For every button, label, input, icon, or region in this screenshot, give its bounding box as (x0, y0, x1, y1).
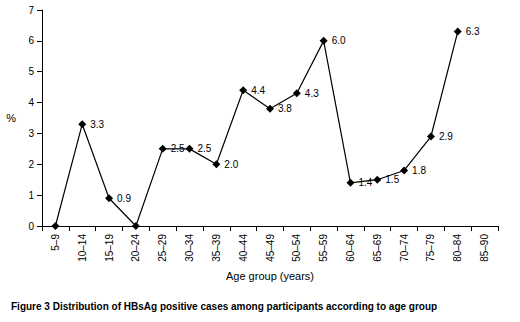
svg-text:1: 1 (28, 190, 34, 201)
svg-text:6.0: 6.0 (332, 35, 346, 46)
svg-text:10–14: 10–14 (77, 234, 88, 262)
svg-text:50–54: 50–54 (291, 234, 302, 262)
svg-text:2.0: 2.0 (224, 159, 238, 170)
svg-text:3.3: 3.3 (90, 119, 104, 130)
svg-text:2.9: 2.9 (439, 131, 453, 142)
svg-text:4.3: 4.3 (305, 88, 319, 99)
svg-text:6.3: 6.3 (466, 26, 480, 37)
svg-text:Age group (years): Age group (years) (226, 270, 314, 282)
svg-text:2.5: 2.5 (198, 143, 212, 154)
svg-text:0.9: 0.9 (117, 193, 131, 204)
svg-text:30–34: 30–34 (184, 234, 195, 262)
svg-text:2: 2 (28, 159, 34, 170)
svg-text:1.8: 1.8 (412, 165, 426, 176)
svg-text:5–9: 5–9 (50, 234, 61, 251)
svg-text:5: 5 (28, 66, 34, 77)
svg-text:40–44: 40–44 (238, 234, 249, 262)
svg-text:3.8: 3.8 (278, 103, 292, 114)
svg-text:35–39: 35–39 (211, 234, 222, 262)
svg-text:65–69: 65–69 (372, 234, 383, 262)
svg-text:70–74: 70–74 (399, 234, 410, 262)
svg-text:0: 0 (28, 221, 34, 232)
svg-text:25–29: 25–29 (157, 234, 168, 262)
svg-text:2.5: 2.5 (171, 143, 185, 154)
svg-text:60–64: 60–64 (345, 234, 356, 262)
svg-text:55–59: 55–59 (318, 234, 329, 262)
svg-text:4: 4 (28, 97, 34, 108)
svg-text:6: 6 (28, 35, 34, 46)
svg-text:80–84: 80–84 (452, 234, 463, 262)
svg-text:15–19: 15–19 (104, 234, 115, 262)
svg-text:Figure 3 Distribution of HBsAg: Figure 3 Distribution of HBsAg positive … (11, 301, 437, 312)
svg-text:%: % (6, 112, 16, 124)
svg-text:1.4: 1.4 (358, 177, 372, 188)
svg-text:45–49: 45–49 (265, 234, 276, 262)
svg-text:75–79: 75–79 (425, 234, 436, 262)
svg-text:4.4: 4.4 (251, 85, 265, 96)
svg-text:20–24: 20–24 (130, 234, 141, 262)
svg-text:3: 3 (28, 128, 34, 139)
svg-text:7: 7 (28, 5, 34, 16)
svg-text:1.5: 1.5 (385, 174, 399, 185)
svg-text:85–90: 85–90 (479, 234, 490, 262)
